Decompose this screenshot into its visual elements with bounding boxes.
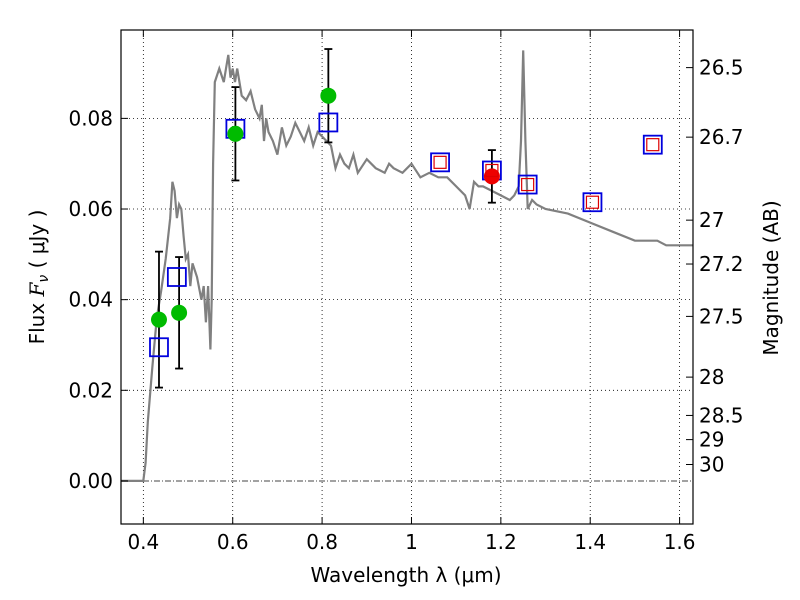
inner-square-marker (521, 177, 535, 192)
x-tick-label: 0.8 (306, 530, 338, 554)
magnitude-tick-label: 26.7 (699, 125, 744, 149)
plot-frame (120, 29, 694, 525)
x-axis-title: Wavelength λ (μm) (310, 563, 501, 587)
y-axis-title-prefix: Flux (25, 296, 49, 344)
y-axis-ticks: 0.00 0.02 0.04 0.06 0.08 (68, 106, 128, 493)
magnitude-tick-label: 28 (699, 365, 724, 389)
magnitude-tick-label: 30 (699, 452, 724, 476)
x-tick-label: 1.4 (574, 530, 606, 554)
model-square-marker (149, 337, 169, 358)
y-tick-label: 0.04 (68, 288, 113, 312)
x-tick-label: 1.6 (664, 530, 696, 554)
model-square-marker (642, 134, 663, 155)
y-axis-title-subscript: ν (36, 275, 52, 283)
observed-green-point (150, 311, 167, 328)
model-square-marker (318, 112, 339, 133)
y-tick-label: 0.08 (68, 106, 113, 130)
y-tick-label: 0.06 (68, 197, 113, 221)
magnitude-tick-label: 28.5 (699, 403, 744, 427)
magnitude-tick-label: 26.5 (699, 56, 744, 80)
model-square-marker (430, 152, 450, 173)
observed-green-point (320, 87, 337, 104)
plot-area (121, 48, 693, 482)
magnitude-tick-label: 27 (699, 208, 724, 232)
magnitude-tick-label: 29 (699, 428, 724, 452)
model-square-marker (166, 267, 187, 287)
model-square-marker (517, 174, 538, 195)
inner-square-marker (433, 155, 447, 169)
magnitude-axis-title: Magnitude (AB) (759, 200, 783, 355)
inner-square-marker (485, 163, 499, 178)
x-tick-label: 0.6 (217, 530, 249, 554)
y-tick-label: 0.02 (68, 378, 113, 402)
observed-green-point (171, 304, 188, 321)
data-markers (149, 87, 663, 358)
model-square-marker (582, 192, 603, 213)
observed-green-point (227, 125, 244, 142)
inner-square-marker (585, 195, 600, 209)
model-spectrum-line (121, 50, 693, 482)
x-axis-ticks: 0.4 0.6 0.8 1 1.2 1.4 1.6 (127, 30, 696, 554)
y-axis-title-symbol: F (25, 281, 49, 297)
magnitude-tick-label: 27.2 (699, 252, 744, 276)
y-axis-title-suffix: ( μJy ) (25, 210, 49, 275)
grid-lines (121, 30, 693, 524)
inner-square-marker (646, 138, 660, 152)
x-tick-label: 1 (405, 530, 418, 554)
y-tick-label: 0.00 (68, 469, 113, 493)
x-tick-label: 0.4 (127, 530, 159, 554)
y-axis-title: Flux Fν ( μJy ) (25, 210, 52, 345)
x-tick-label: 1.2 (485, 530, 517, 554)
magnitude-tick-label: 27.5 (699, 304, 744, 328)
